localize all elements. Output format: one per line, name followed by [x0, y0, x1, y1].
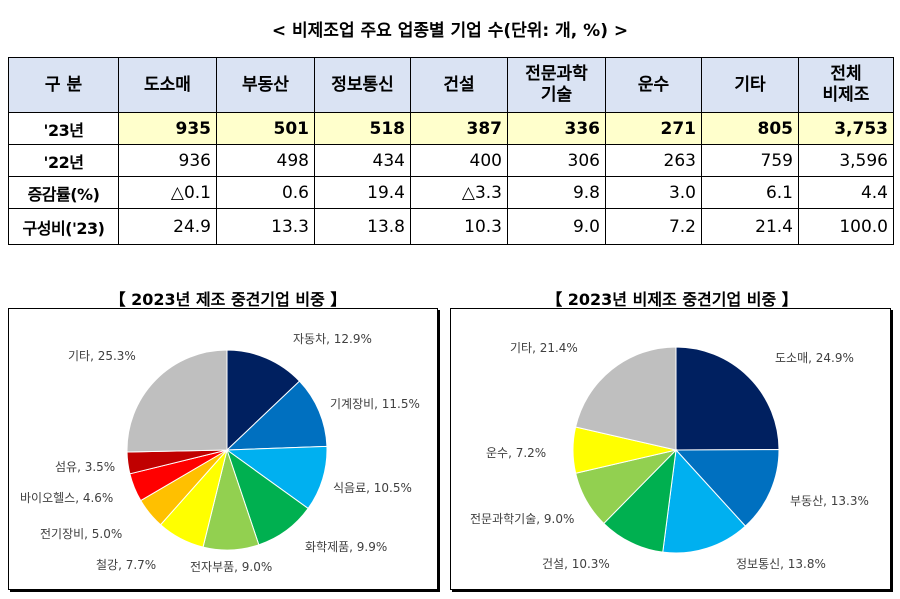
- table-cell: 10.3: [410, 208, 508, 245]
- table-cell: 13.3: [216, 208, 315, 245]
- table-cell: 518: [314, 112, 411, 145]
- table-cell: 336: [507, 112, 606, 145]
- table-header-cell: 도소매: [118, 57, 217, 113]
- pie-data-label: 자동차, 12.9%: [293, 332, 372, 346]
- table-header-cell: 전체 비제조: [798, 57, 894, 113]
- pie-data-label: 바이오헬스, 4.6%: [20, 491, 113, 505]
- pie-data-label: 정보통신, 13.8%: [736, 557, 826, 571]
- pie-data-label: 철강, 7.7%: [96, 558, 156, 572]
- row-label: 구성비('23): [8, 208, 119, 245]
- table-cell: 387: [410, 112, 508, 145]
- row-label: '23년: [8, 112, 119, 145]
- table-cell: 271: [605, 112, 702, 145]
- pie-data-label: 식음료, 10.5%: [333, 481, 412, 495]
- pie-slice-기계장비: [225, 380, 328, 451]
- pie-data-label: 도소매, 24.9%: [775, 351, 854, 365]
- pie-data-label: 전기장비, 5.0%: [40, 527, 122, 541]
- table-cell: 13.8: [314, 208, 411, 245]
- page-title: < 비제조업 주요 업종별 기업 수(단위: 개, %) >: [271, 21, 629, 41]
- table-header-cell: 정보통신: [314, 57, 411, 113]
- table-cell: 21.4: [701, 208, 799, 245]
- table-cell: 400: [410, 144, 508, 177]
- table-cell: 498: [216, 144, 315, 177]
- table-cell: 6.1: [701, 176, 799, 209]
- industry-table: 구 분 도소매 부동산 정보통신 건설 전문과학 기술 운수 기타 전체 비제조 '23년 935 5…: [8, 57, 894, 245]
- table-header-row: 구 분 도소매 부동산 정보통신 건설 전문과학 기술 운수 기타 전체 비제조: [8, 57, 894, 113]
- pie-data-label: 전문과학기술, 9.0%: [470, 512, 574, 526]
- pie-data-label: 운수, 7.2%: [486, 446, 546, 460]
- pie-slice-기타: [574, 346, 677, 451]
- pie-data-label: 기타, 25.3%: [68, 349, 136, 363]
- pie-slice-부동산: [674, 449, 780, 527]
- pie-data-label: 전자부품, 9.0%: [190, 560, 272, 574]
- table-cell: 4.4: [798, 176, 894, 209]
- pie-slice-정보통신: [662, 448, 747, 554]
- table-cell: 9.0: [507, 208, 606, 245]
- table-cell: 759: [701, 144, 799, 177]
- table-row: 구성비('23) 24.9 13.3 13.8 10.3 9.0 7.2 21.4 100.0: [8, 208, 894, 245]
- pie-data-label: 건설, 10.3%: [542, 557, 610, 571]
- pie-data-label: 기타, 21.4%: [510, 341, 578, 355]
- pie-data-label: 기계장비, 11.5%: [330, 397, 420, 411]
- table-cell: 0.6: [216, 176, 315, 209]
- table-cell: 3,753: [798, 112, 894, 145]
- pie-data-label: 부동산, 13.3%: [790, 494, 869, 508]
- pie-data-label: 화학제품, 9.9%: [305, 540, 387, 554]
- table-cell: 3.0: [605, 176, 702, 209]
- table-cell: △0.1: [118, 176, 217, 209]
- table-header-cell: 부동산: [216, 57, 315, 113]
- table-cell: 935: [118, 112, 217, 145]
- pie-slice-자동차: [226, 349, 301, 452]
- table-header-cell: 건설: [410, 57, 508, 113]
- table-cell: 100.0: [798, 208, 894, 245]
- table-row: '22년 936 498 434 400 306 263 759 3,596: [8, 144, 894, 177]
- table-row: 증감률(%) △0.1 0.6 19.4 △3.3 9.8 3.0 6.1 4.4: [8, 176, 894, 209]
- table-cell: 3,596: [798, 144, 894, 177]
- pie-chart-manufacturing: [8, 308, 438, 590]
- table-cell: 24.9: [118, 208, 217, 245]
- table-cell: △3.3: [410, 176, 508, 209]
- pie-title-nonmanufacturing: 【 2023년 비제조 중견기업 비중 】: [546, 290, 798, 309]
- table-header-cell: 기타: [701, 57, 799, 113]
- pie-title-manufacturing: 【 2023년 제조 중견기업 비중 】: [109, 290, 347, 309]
- pie-slice-도소매: [675, 346, 780, 451]
- table-header-cell: 전문과학 기술: [507, 57, 606, 113]
- table-header-cell: 운수: [605, 57, 702, 113]
- table-row: '23년 935 501 518 387 336 271 805 3,753: [8, 112, 894, 145]
- pie-chart-nonmanufacturing: [450, 308, 891, 590]
- pie-data-label: 섬유, 3.5%: [55, 460, 115, 474]
- table-cell: 19.4: [314, 176, 411, 209]
- pie-slice-기타: [126, 349, 228, 453]
